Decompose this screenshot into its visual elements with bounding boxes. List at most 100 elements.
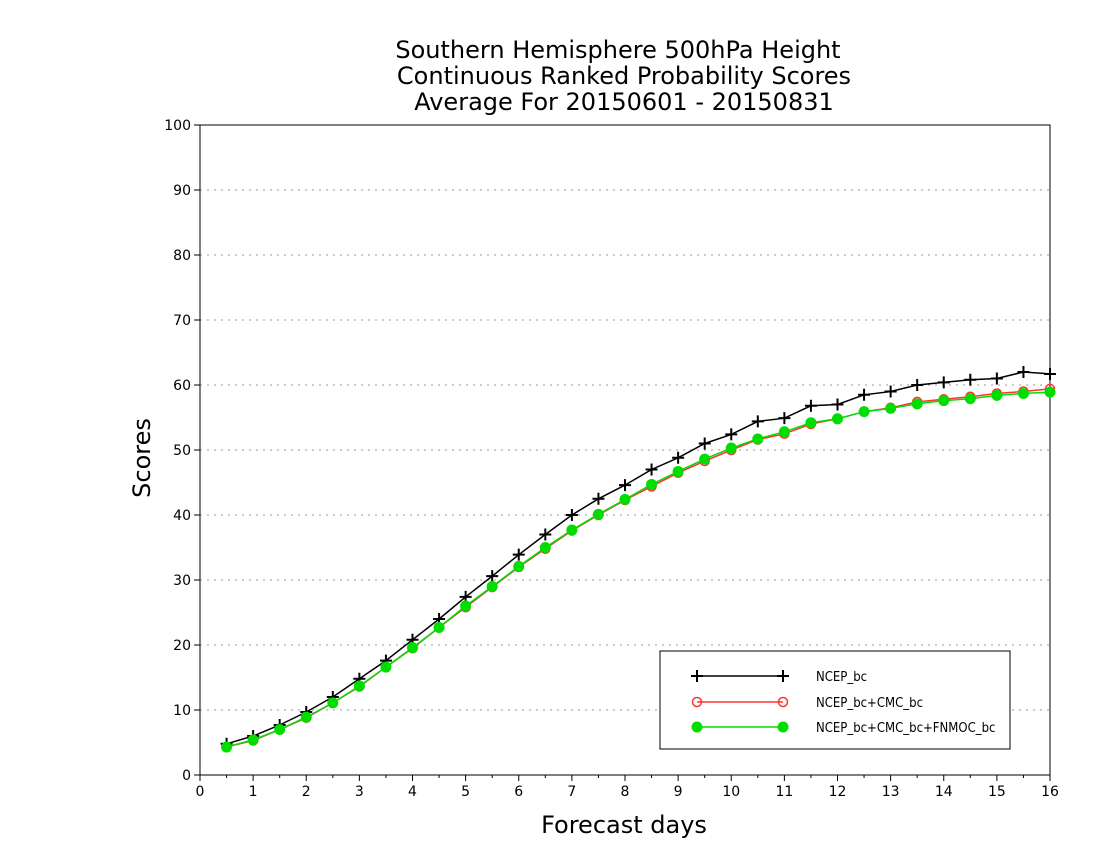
data-point xyxy=(858,406,870,418)
series-layer xyxy=(220,366,1056,753)
y-axis-label: Scores xyxy=(128,418,156,498)
data-point xyxy=(725,428,738,441)
data-point xyxy=(691,670,703,682)
x-tick-label: 7 xyxy=(567,784,576,800)
y-tick-label: 40 xyxy=(173,508,191,524)
data-point xyxy=(539,528,552,541)
data-point xyxy=(805,417,817,429)
data-point xyxy=(513,560,525,572)
data-point xyxy=(990,372,1003,385)
data-point xyxy=(751,415,764,428)
data-point xyxy=(353,680,365,692)
title-line-2: Continuous Ranked Probability Scores xyxy=(397,62,851,90)
data-point xyxy=(804,399,817,412)
legend-label: NCEP_bc+CMC_bc xyxy=(816,696,923,711)
series-line xyxy=(226,371,1051,745)
data-point xyxy=(672,451,685,464)
data-point xyxy=(512,548,525,561)
data-point xyxy=(619,493,631,505)
data-point xyxy=(698,437,711,450)
title-line-3: Average For 20150601 - 20150831 xyxy=(414,88,834,116)
legend-label: NCEP_bc xyxy=(816,670,867,685)
data-point xyxy=(699,453,711,465)
y-tick-label: 60 xyxy=(173,378,191,394)
data-point xyxy=(778,426,790,438)
data-point xyxy=(691,696,703,708)
x-tick-label: 2 xyxy=(302,784,311,800)
data-point xyxy=(777,670,789,682)
y-tick-label: 80 xyxy=(173,248,191,264)
data-point xyxy=(778,412,791,425)
data-point xyxy=(964,393,976,405)
data-point xyxy=(964,373,977,386)
x-tick-label: 11 xyxy=(775,784,793,800)
y-tick-label: 90 xyxy=(173,183,191,199)
y-tick-label: 70 xyxy=(173,313,191,329)
data-point xyxy=(486,581,498,592)
y-axis-ticks: 0 10 20 30 40 50 60 70 80 90 100 xyxy=(164,118,200,784)
data-point xyxy=(539,542,551,553)
x-tick-label: 0 xyxy=(196,784,205,800)
x-tick-label: 6 xyxy=(514,784,523,800)
data-point xyxy=(884,385,897,398)
data-point xyxy=(565,509,578,521)
data-point xyxy=(725,442,737,454)
data-point xyxy=(1017,366,1030,378)
data-point xyxy=(592,508,604,520)
data-point xyxy=(831,398,844,411)
data-point xyxy=(991,389,1003,401)
y-tick-label: 30 xyxy=(173,573,191,589)
x-tick-label: 12 xyxy=(829,784,847,800)
data-point xyxy=(885,402,897,414)
data-point xyxy=(592,492,605,505)
data-point xyxy=(752,433,764,445)
data-point xyxy=(672,465,684,477)
x-tick-label: 9 xyxy=(674,784,683,800)
data-point xyxy=(911,398,923,410)
y-tick-label: 50 xyxy=(173,443,191,459)
gridlines xyxy=(200,189,1050,711)
legend: NCEP_bc NCEP_bc+CMC_bc NCEP_bc+CMC_bc+FNMO… xyxy=(659,650,1011,750)
data-point xyxy=(938,395,950,407)
data-point xyxy=(691,721,703,733)
legend-box xyxy=(659,650,1011,750)
title-line-1: Southern Hemisphere 500hPa Height xyxy=(395,36,840,64)
data-point xyxy=(300,711,312,723)
chart-title: Southern Hemisphere 500hPa Height Contin… xyxy=(395,36,851,116)
series-ncep-bc-cmc-bc-fnmoc-bc xyxy=(221,386,1056,753)
x-tick-label: 8 xyxy=(621,784,630,800)
data-point xyxy=(645,463,658,476)
legend-entry: NCEP_bc+CMC_bc+FNMOC_bc xyxy=(691,721,995,736)
x-tick-label: 1 xyxy=(249,784,258,800)
data-point xyxy=(327,697,339,709)
data-point xyxy=(1044,367,1056,380)
x-tick-label: 3 xyxy=(355,784,364,800)
data-point xyxy=(460,600,472,612)
y-tick-label: 20 xyxy=(173,638,191,654)
data-point xyxy=(380,661,392,673)
x-tick-label: 13 xyxy=(882,784,900,800)
x-tick-label: 4 xyxy=(408,784,417,800)
legend-entries: NCEP_bc NCEP_bc+CMC_bc NCEP_bc+CMC_bc+FNMO… xyxy=(691,670,995,736)
data-point xyxy=(486,570,499,583)
x-tick-label: 5 xyxy=(461,784,470,800)
data-point xyxy=(777,696,789,708)
legend-entry: NCEP_bc+CMC_bc xyxy=(691,696,923,711)
data-point xyxy=(247,734,259,746)
x-axis-label: Forecast days xyxy=(541,811,707,839)
data-point xyxy=(619,479,631,492)
y-tick-label: 100 xyxy=(164,118,191,134)
data-point xyxy=(937,376,950,389)
legend-entry: NCEP_bc xyxy=(691,670,867,685)
data-point xyxy=(911,379,924,391)
data-point xyxy=(832,413,843,425)
data-point xyxy=(1017,387,1029,399)
legend-label: NCEP_bc+CMC_bc+FNMOC_bc xyxy=(816,721,995,736)
x-axis-ticks: 0 1 2 3 4 5 6 7 8 9 10 11 12 13 14 15 16 xyxy=(196,775,1059,800)
y-tick-label: 0 xyxy=(182,768,191,784)
data-point xyxy=(858,388,871,401)
x-tick-label: 14 xyxy=(935,784,953,800)
data-point xyxy=(566,524,578,536)
x-tick-label: 15 xyxy=(988,784,1006,800)
data-point xyxy=(646,478,658,490)
